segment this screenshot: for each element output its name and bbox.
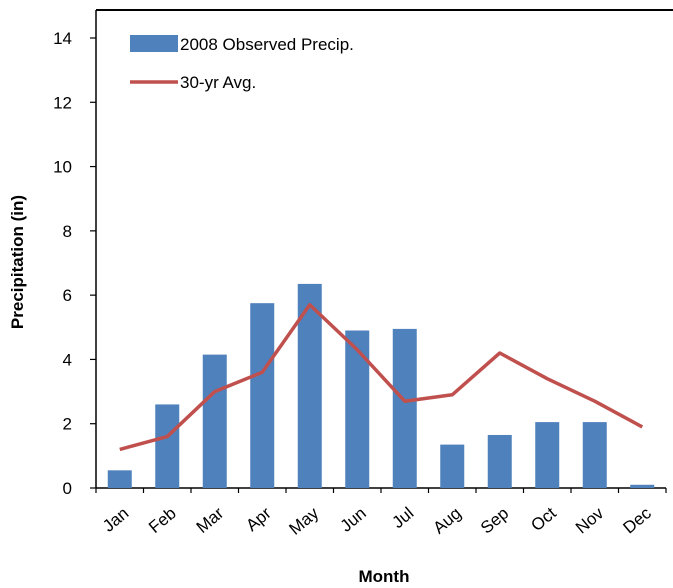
y-tick-label: 12 — [53, 93, 72, 112]
y-tick-label: 6 — [63, 286, 72, 305]
y-axis-ticks: 0 2 4 6 8 10 12 14 — [53, 29, 96, 498]
x-tick-label: Mar — [193, 503, 228, 537]
y-tick-label: 0 — [63, 479, 72, 498]
x-tick-label: Dec — [619, 503, 655, 537]
legend-bar-label: 2008 Observed Precip. — [180, 35, 354, 54]
legend-line-label: 30-yr Avg. — [180, 73, 256, 92]
x-axis-title: Month — [359, 567, 410, 586]
bar-oct — [535, 422, 560, 488]
bar-apr — [250, 303, 275, 488]
bar-mar — [202, 354, 227, 488]
legend: 2008 Observed Precip. 30-yr Avg. — [130, 35, 354, 92]
bar-sep — [487, 434, 512, 488]
bar-feb — [155, 404, 180, 488]
x-tick-label: Apr — [242, 503, 275, 535]
x-tick-label: May — [285, 503, 322, 539]
bar-series — [107, 283, 655, 488]
y-axis-title: Precipitation (in) — [8, 195, 27, 329]
x-tick-label: Feb — [145, 504, 180, 537]
bar-jul — [392, 328, 417, 488]
x-axis-ticks: Jan Feb Mar Apr May Jun Jul Aug Sep Oct Nov Dec — [95, 488, 667, 539]
y-tick-label: 8 — [63, 222, 72, 241]
y-tick-label: 4 — [63, 350, 72, 369]
bar-aug — [440, 444, 465, 488]
bar-nov — [582, 422, 607, 488]
x-tick-label: Sep — [477, 504, 512, 538]
y-tick-label: 2 — [63, 415, 72, 434]
avg-line — [119, 303, 644, 452]
bar-jan — [107, 470, 132, 488]
line-series — [119, 303, 644, 452]
bar-jun — [345, 330, 370, 488]
x-tick-label: Jul — [388, 504, 417, 533]
bar-dec — [630, 484, 655, 488]
x-tick-label: Jan — [99, 504, 132, 536]
y-tick-label: 14 — [53, 29, 72, 48]
x-tick-label: Oct — [527, 503, 560, 535]
legend-bar-swatch — [130, 35, 178, 52]
x-tick-label: Jun — [337, 504, 370, 536]
x-tick-label: Nov — [572, 503, 608, 537]
x-tick-label: Aug — [429, 504, 464, 538]
y-tick-label: 10 — [53, 158, 72, 177]
